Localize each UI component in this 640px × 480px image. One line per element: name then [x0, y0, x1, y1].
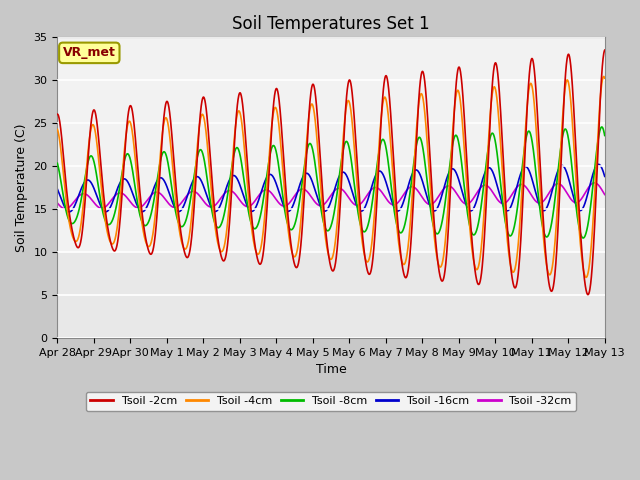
- Text: VR_met: VR_met: [63, 47, 116, 60]
- Legend: Tsoil -2cm, Tsoil -4cm, Tsoil -8cm, Tsoil -16cm, Tsoil -32cm: Tsoil -2cm, Tsoil -4cm, Tsoil -8cm, Tsoi…: [86, 392, 576, 411]
- Title: Soil Temperatures Set 1: Soil Temperatures Set 1: [232, 15, 430, 33]
- Y-axis label: Soil Temperature (C): Soil Temperature (C): [15, 123, 28, 252]
- Bar: [58, 37, 605, 252]
- X-axis label: Time: Time: [316, 363, 346, 376]
